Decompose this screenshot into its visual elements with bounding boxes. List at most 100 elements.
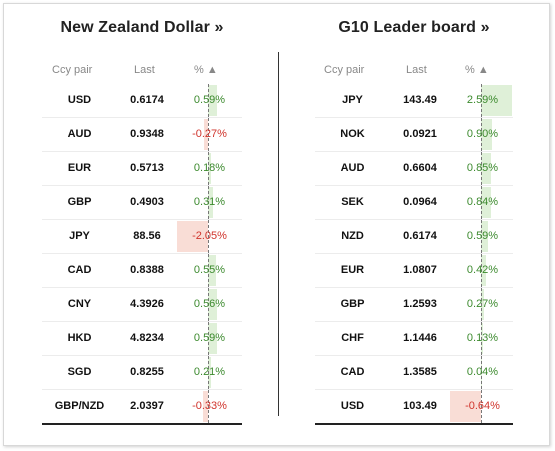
ccy-pair-cell[interactable]: JPY: [342, 94, 363, 106]
ccy-pair-cell[interactable]: EUR: [67, 162, 92, 174]
ccy-pair-cell[interactable]: GBP: [67, 196, 92, 208]
header-pct-sort[interactable]: % ▲: [465, 64, 489, 76]
ccy-pair-cell[interactable]: NOK: [340, 128, 365, 140]
zero-line: [481, 390, 482, 423]
table-row[interactable]: JPY 143.49 2.59%: [315, 84, 513, 118]
pct-change-value: 0.55%: [193, 264, 226, 276]
zero-line: [481, 254, 482, 287]
nzd-panel-title[interactable]: New Zealand Dollar »: [60, 19, 224, 36]
pct-change-value: -2.05%: [192, 230, 227, 242]
pct-change-cell: 2.59%: [450, 84, 515, 117]
table-row[interactable]: SGD 0.8255 0.21%: [42, 356, 242, 390]
ccy-pair-cell[interactable]: SEK: [341, 196, 364, 208]
table-row[interactable]: EUR 1.0807 0.42%: [315, 254, 513, 288]
pct-change-cell: -0.27%: [177, 118, 242, 151]
table-row[interactable]: USD 0.6174 0.59%: [42, 84, 242, 118]
positive-change-bar: [208, 357, 212, 388]
last-price-cell: 103.49: [403, 400, 437, 412]
zero-line: [481, 186, 482, 219]
ccy-pair-cell[interactable]: NZD: [341, 230, 364, 242]
table-row[interactable]: EUR 0.5713 0.18%: [42, 152, 242, 186]
pct-change-cell: -0.33%: [177, 390, 242, 423]
ccy-pair-cell[interactable]: HKD: [67, 332, 92, 344]
table-row[interactable]: HKD 4.8234 0.59%: [42, 322, 242, 356]
last-price-cell: 143.49: [403, 94, 437, 106]
ccy-pair-cell[interactable]: GBP/NZD: [54, 400, 105, 412]
zero-line: [208, 186, 209, 219]
pct-change-cell: 0.59%: [177, 322, 242, 355]
zero-line: [208, 390, 209, 423]
table-row[interactable]: AUD 0.9348 -0.27%: [42, 118, 242, 152]
ccy-pair-cell[interactable]: USD: [340, 400, 365, 412]
last-price-cell: 2.0397: [130, 400, 164, 412]
table-row[interactable]: SEK 0.0964 0.84%: [315, 186, 513, 220]
pct-change-cell: 0.04%: [450, 356, 515, 389]
header-ccy-pair[interactable]: Ccy pair: [52, 64, 93, 76]
positive-change-bar: [481, 187, 492, 218]
table-row[interactable]: GBP 1.2593 0.27%: [315, 288, 513, 322]
table-row[interactable]: JPY 88.56 -2.05%: [42, 220, 242, 254]
last-price-cell: 0.8255: [130, 366, 164, 378]
last-price-cell: 0.6174: [130, 94, 164, 106]
positive-change-bar: [208, 187, 213, 218]
ccy-pair-cell[interactable]: CNY: [67, 298, 92, 310]
header-ccy-pair[interactable]: Ccy pair: [324, 64, 365, 76]
table-row[interactable]: NOK 0.0921 0.90%: [315, 118, 513, 152]
table-row[interactable]: USD 103.49 -0.64%: [315, 390, 513, 425]
ccy-pair-cell[interactable]: CAD: [67, 264, 92, 276]
zero-line: [208, 254, 209, 287]
last-price-cell: 0.9348: [130, 128, 164, 140]
g10-panel-title[interactable]: G10 Leader board »: [338, 19, 490, 36]
table-row[interactable]: CAD 0.8388 0.55%: [42, 254, 242, 288]
table-row[interactable]: CNY 4.3926 0.56%: [42, 288, 242, 322]
ccy-pair-cell[interactable]: AUD: [340, 162, 365, 174]
pct-change-cell: 0.90%: [450, 118, 515, 151]
table-row[interactable]: AUD 0.6604 0.85%: [315, 152, 513, 186]
pct-change-value: -0.64%: [465, 400, 500, 412]
pct-change-value: 0.13%: [466, 332, 499, 344]
table-row[interactable]: GBP 0.4903 0.31%: [42, 186, 242, 220]
last-price-cell: 0.0964: [403, 196, 437, 208]
zero-line: [208, 152, 209, 185]
pct-change-cell: -0.64%: [450, 390, 515, 423]
pct-change-value: 0.90%: [466, 128, 499, 140]
ccy-pair-cell[interactable]: JPY: [69, 230, 90, 242]
pct-change-value: 0.18%: [193, 162, 226, 174]
last-price-cell: 0.4903: [130, 196, 164, 208]
ccy-pair-cell[interactable]: EUR: [340, 264, 365, 276]
pct-change-value: -0.33%: [192, 400, 227, 412]
positive-change-bar: [208, 153, 211, 184]
table-row[interactable]: CAD 1.3585 0.04%: [315, 356, 513, 390]
ccy-pair-cell[interactable]: SGD: [67, 366, 92, 378]
pct-change-value: 0.59%: [466, 230, 499, 242]
ccy-pair-cell[interactable]: AUD: [67, 128, 92, 140]
zero-line: [208, 288, 209, 321]
ccy-pair-cell[interactable]: USD: [67, 94, 92, 106]
zero-line: [481, 356, 482, 389]
positive-change-bar: [208, 289, 217, 320]
ccy-pair-cell[interactable]: GBP: [340, 298, 365, 310]
table-row[interactable]: NZD 0.6174 0.59%: [315, 220, 513, 254]
zero-line: [208, 84, 209, 117]
ccy-pair-cell[interactable]: CHF: [341, 332, 364, 344]
header-last[interactable]: Last: [406, 64, 427, 76]
header-last[interactable]: Last: [134, 64, 155, 76]
zero-line: [208, 322, 209, 355]
pct-change-cell: 0.13%: [450, 322, 515, 355]
positive-change-bar: [481, 255, 487, 286]
last-price-cell: 4.3926: [130, 298, 164, 310]
header-pct-sort[interactable]: % ▲: [194, 64, 218, 76]
table-row[interactable]: CHF 1.1446 0.13%: [315, 322, 513, 356]
last-price-cell: 1.2593: [403, 298, 437, 310]
ccy-pair-cell[interactable]: CAD: [340, 366, 365, 378]
pct-change-value: -0.27%: [192, 128, 227, 140]
pct-change-value: 0.27%: [466, 298, 499, 310]
zero-line: [481, 152, 482, 185]
pct-change-value: 0.59%: [193, 94, 226, 106]
widget-frame: New Zealand Dollar » Ccy pair Last % ▲ U…: [3, 3, 550, 446]
pct-change-value: 0.31%: [193, 196, 226, 208]
panel-divider: [278, 52, 279, 416]
zero-line: [481, 220, 482, 253]
table-row[interactable]: GBP/NZD 2.0397 -0.33%: [42, 390, 242, 425]
last-price-cell: 0.8388: [130, 264, 164, 276]
